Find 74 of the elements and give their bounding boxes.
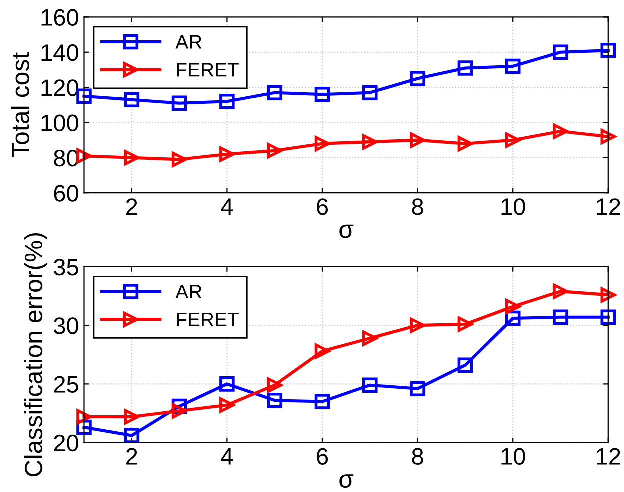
point — [362, 85, 378, 100]
point — [124, 409, 140, 425]
point — [172, 152, 188, 168]
point — [505, 299, 521, 314]
legend-label: AR — [176, 285, 202, 299]
x-axis-title: σ — [340, 224, 354, 238]
point — [410, 71, 426, 86]
point — [600, 310, 616, 325]
point — [220, 398, 235, 413]
point — [267, 378, 282, 393]
x-tick-label: 10 — [502, 448, 526, 466]
point — [76, 148, 92, 164]
point — [172, 404, 188, 419]
point — [267, 143, 282, 159]
point — [314, 344, 330, 359]
point — [410, 318, 426, 334]
point — [124, 428, 140, 444]
x-tick-label: 2 — [126, 448, 138, 465]
x-tick-label: 8 — [412, 198, 424, 216]
point — [362, 330, 378, 346]
point — [124, 150, 140, 166]
legend-label: FERET — [177, 63, 239, 77]
point — [410, 381, 426, 397]
x-axis-title: σ — [340, 474, 354, 488]
point — [267, 392, 282, 408]
point — [76, 88, 92, 104]
y-axis-title: Total cost — [11, 52, 30, 158]
point — [600, 42, 616, 58]
point — [220, 94, 235, 110]
point — [314, 86, 330, 102]
y-tick-label: 35 — [54, 259, 78, 276]
point — [553, 124, 568, 140]
x-tick-label: 12 — [597, 198, 620, 216]
point — [458, 316, 474, 332]
y-tick-label: 60 — [54, 185, 78, 202]
x-tick-label: 6 — [317, 198, 328, 216]
point — [76, 409, 92, 425]
point — [505, 58, 521, 74]
y-axis-title: Classification error(%) — [24, 233, 48, 477]
point — [458, 60, 474, 76]
point — [410, 132, 426, 148]
x-tick-label: 8 — [412, 448, 424, 466]
point — [314, 136, 330, 152]
point — [124, 92, 140, 108]
point — [362, 134, 378, 150]
x-tick-label: 6 — [317, 448, 328, 466]
point — [600, 287, 616, 303]
point — [458, 136, 474, 152]
point — [600, 129, 616, 144]
point — [314, 394, 330, 410]
point — [220, 376, 235, 392]
y-tick-label: 100 — [42, 114, 78, 132]
y-tick-label: 120 — [42, 80, 78, 96]
y-tick-label: 140 — [42, 44, 78, 62]
x-tick-label: 12 — [597, 448, 620, 465]
x-tick-label: 10 — [502, 198, 526, 216]
legend-label: FERET — [177, 313, 239, 326]
point — [458, 358, 474, 374]
point — [362, 378, 378, 393]
y-tick-label: 30 — [54, 318, 78, 334]
x-tick-label: 4 — [221, 448, 234, 465]
y-tick-label: 160 — [42, 9, 78, 26]
point — [553, 44, 568, 60]
point — [267, 85, 282, 100]
legend-label: AR — [176, 35, 202, 49]
point — [553, 310, 568, 325]
point — [172, 96, 188, 112]
x-tick-label: 4 — [221, 198, 234, 216]
x-tick-label: 2 — [126, 198, 138, 216]
y-tick-label: 20 — [54, 434, 78, 452]
point — [553, 284, 568, 300]
point — [220, 146, 235, 162]
point — [505, 132, 521, 148]
y-tick-label: 25 — [54, 376, 78, 393]
